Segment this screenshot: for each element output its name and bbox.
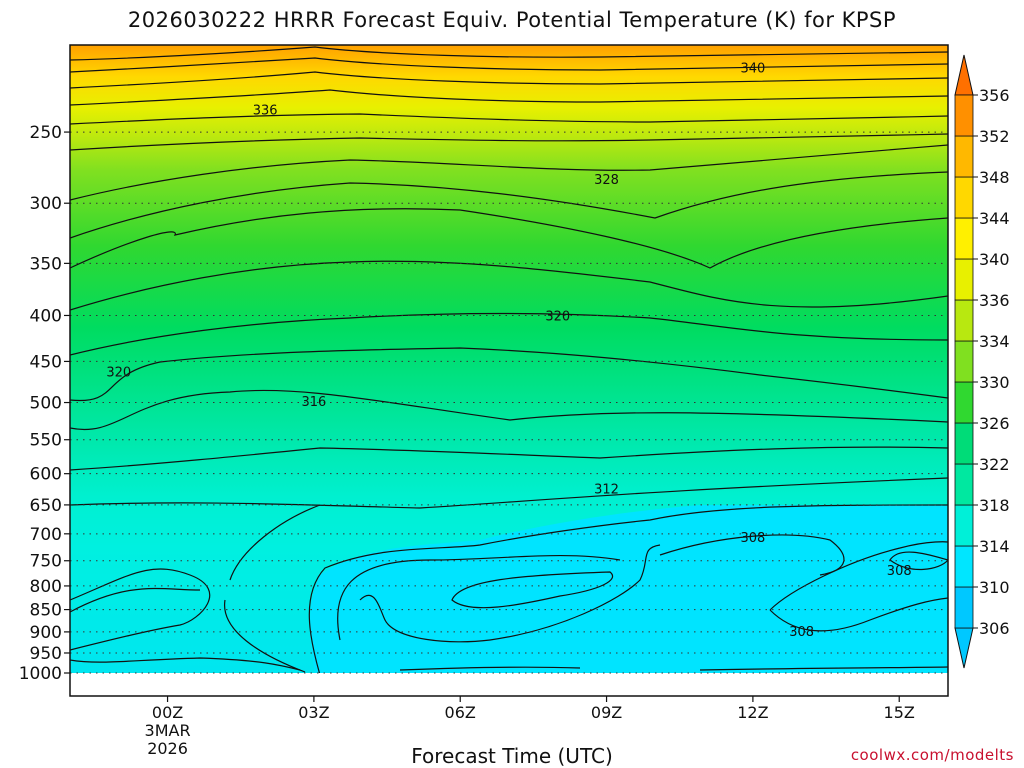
x-tick-label: 03Z [298, 703, 329, 722]
colorbar-segment [954, 299, 974, 342]
credit-text[interactable]: coolwx.com/modelts [850, 746, 1014, 764]
colorbar-segment [954, 217, 974, 260]
y-tick-label: 600 [30, 465, 62, 485]
plot-frame [69, 44, 949, 697]
contour-lines [70, 46, 948, 673]
colorbar-tick-label: 318 [979, 496, 1010, 515]
colorbar: 306 310 314 318 322 326 330 334 336 340 344 348 352 3… [954, 54, 1010, 669]
y-tick-label: 750 [30, 552, 62, 572]
x-axis-label: Forecast Time (UTC) [411, 744, 613, 768]
x-tick-label: 12Z [737, 703, 768, 722]
colorbar-tick-label: 356 [979, 86, 1010, 105]
y-tick-label: 800 [30, 577, 62, 597]
y-tick-label: 650 [30, 496, 62, 516]
contour-labels: 340 336 328 320 320 316 312 308 308 308 [106, 62, 911, 640]
y-tick-label: 550 [30, 431, 62, 451]
colorbar-segment [954, 176, 974, 219]
y-tick-label: 450 [30, 352, 62, 372]
colorbar-tick-label: 344 [979, 209, 1010, 228]
x-tick-label: 09Z [591, 703, 622, 722]
y-tick-label: 300 [30, 194, 62, 214]
contour-label: 308 [789, 625, 814, 640]
y-tick-label: 850 [30, 601, 62, 621]
colorbar-segment [954, 422, 974, 465]
field-features [70, 46, 948, 695]
contour-label: 308 [887, 564, 912, 579]
colorbar-segment [954, 94, 974, 137]
x-tick-sublabel: 3MAR [145, 721, 191, 740]
y-tick-label: 400 [30, 306, 62, 326]
contour-label: 316 [301, 395, 326, 410]
colorbar-tick-label: 314 [979, 537, 1010, 556]
colorbar-segment [954, 463, 974, 506]
colorbar-tick-label: 322 [979, 455, 1010, 474]
colorbar-segment [954, 586, 974, 629]
y-tick-label: 700 [30, 525, 62, 545]
colorbar-tick-label: 306 [979, 619, 1010, 638]
colorbar-segment [954, 504, 974, 547]
colorbar-segment [954, 340, 974, 383]
x-tick-label: 00Z [152, 703, 183, 722]
colorbar-top-arrow [954, 54, 974, 96]
chart-title: 2026030222 HRRR Forecast Equiv. Potentia… [127, 8, 897, 32]
colorbar-tick-label: 334 [979, 332, 1010, 351]
colorbar-segment [954, 381, 974, 424]
x-tick-sublabel: 2026 [147, 739, 188, 758]
colorbar-bottom-arrow [954, 627, 974, 669]
colorbar-segment [954, 135, 974, 178]
colorbar-tick-label: 330 [979, 373, 1010, 392]
colorbar-tick-label: 352 [979, 127, 1010, 146]
colorbar-segment [954, 545, 974, 588]
contour-label: 320 [106, 366, 131, 381]
ground [70, 673, 948, 695]
contour-label: 340 [740, 62, 765, 77]
y-tick-label: 900 [30, 623, 62, 643]
contour-label: 312 [594, 482, 619, 497]
colorbar-tick-label: 348 [979, 168, 1010, 187]
y-tick-label: 500 [30, 394, 62, 414]
x-tick-label: 06Z [445, 703, 476, 722]
colorbar-segment [954, 258, 974, 301]
colorbar-tick-label: 326 [979, 414, 1010, 433]
x-tick-label: 15Z [884, 703, 915, 722]
contour-label: 328 [594, 173, 619, 188]
y-tick-labels: 2503003504004505005506006507007508008509… [19, 123, 70, 684]
y-tick-label: 950 [30, 644, 62, 664]
y-tick-label: 350 [30, 254, 62, 274]
colorbar-tick-label: 310 [979, 578, 1010, 597]
y-tick-label: 1000 [19, 664, 62, 684]
colorbar-tick-label: 340 [979, 250, 1010, 269]
contour-label: 336 [253, 104, 278, 119]
contour-label: 320 [545, 309, 570, 324]
y-tick-label: 250 [30, 123, 62, 143]
contour-label: 308 [740, 531, 765, 546]
colorbar-tick-label: 336 [979, 291, 1010, 310]
